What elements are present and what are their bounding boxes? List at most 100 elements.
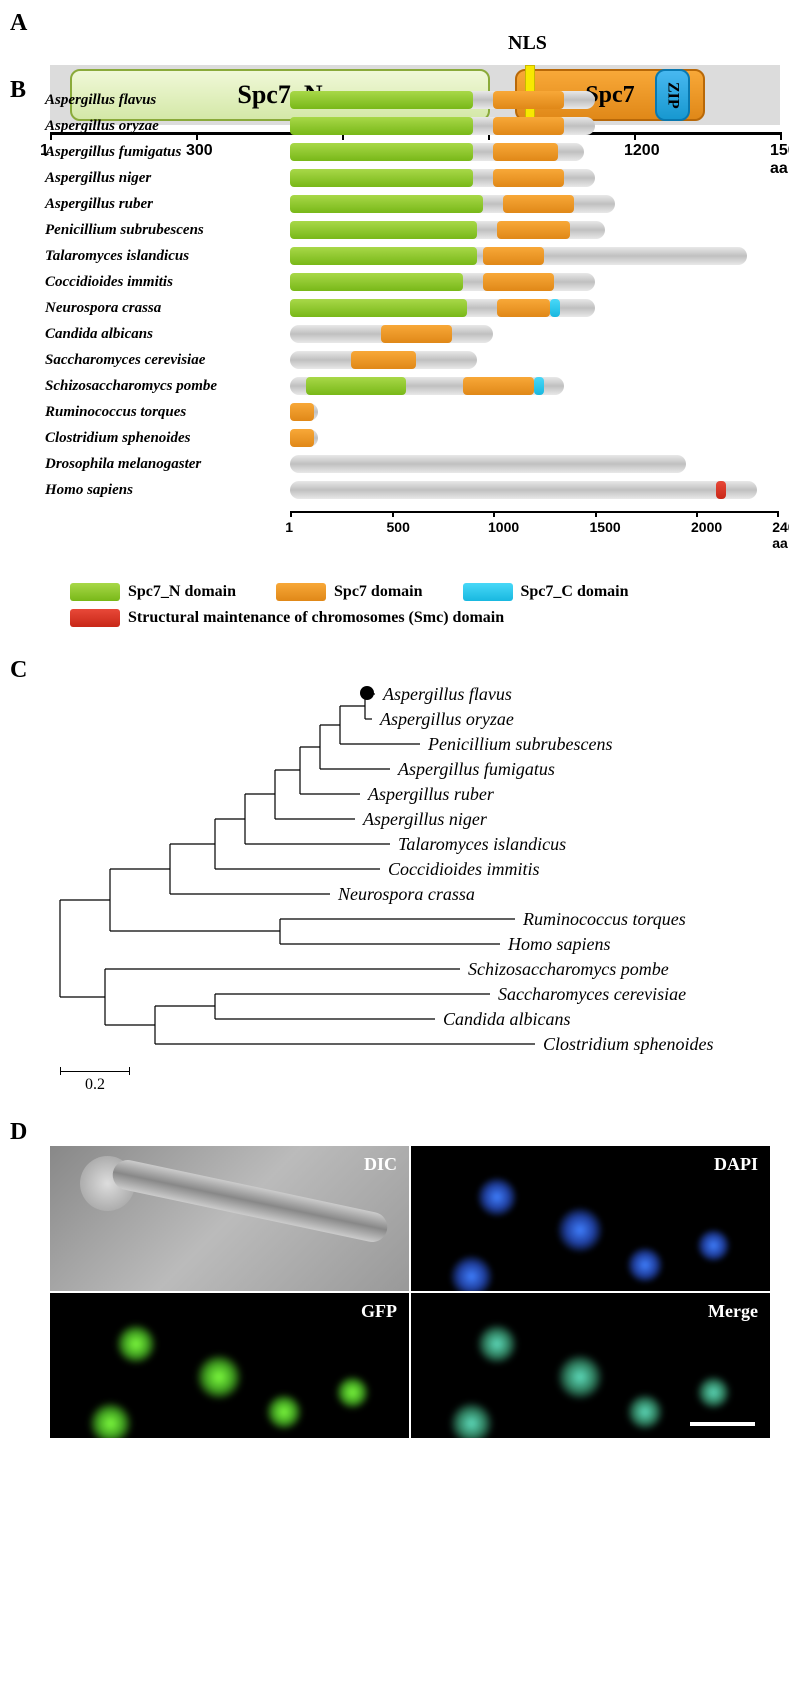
green-domain-bar bbox=[290, 273, 462, 291]
orange-domain-bar bbox=[497, 299, 550, 317]
green-domain-bar bbox=[290, 91, 472, 109]
green-domain-bar bbox=[306, 377, 405, 395]
panel-b-label: B bbox=[10, 77, 26, 104]
species-name: Clostridium sphenoides bbox=[45, 430, 190, 447]
cyan-domain-bar bbox=[534, 377, 544, 395]
orange-domain-bar bbox=[483, 247, 544, 265]
micrograph-label: DAPI bbox=[714, 1154, 758, 1175]
species-row: Neurospora crassa bbox=[50, 295, 779, 321]
species-row: Drosophila melanogaster bbox=[50, 451, 779, 477]
green-domain-bar bbox=[290, 221, 477, 239]
species-name: Ruminococcus torques bbox=[45, 404, 186, 421]
micrograph-grid: DIC DAPI GFP Merge bbox=[50, 1146, 770, 1438]
species-row: Talaromyces islandicus bbox=[50, 243, 779, 269]
panel-a: A NLS Spc7_N Spc7 ZIP 130060090012001500… bbox=[10, 10, 779, 37]
tree-leaf-label: Ruminococcus torques bbox=[523, 909, 686, 930]
micrograph-label: Merge bbox=[708, 1301, 758, 1322]
legend: Spc7_N domain Spc7 domain Spc7_C domain Str… bbox=[70, 583, 779, 627]
species-name: Talaromyces islandicus bbox=[45, 248, 189, 265]
species-name: Drosophila melanogaster bbox=[45, 456, 201, 473]
green-domain-bar bbox=[290, 299, 466, 317]
species-row: Aspergillus flavus bbox=[50, 87, 779, 113]
green-domain-bar bbox=[290, 195, 483, 213]
green-domain-bar bbox=[290, 247, 477, 265]
micrograph-gfp: GFP bbox=[50, 1293, 409, 1438]
species-name: Neurospora crassa bbox=[45, 300, 161, 317]
tree-leaf-label: Saccharomyces cerevisiae bbox=[498, 984, 686, 1005]
species-row: Penicillium subrubescens bbox=[50, 217, 779, 243]
legend-item: Structural maintenance of chromosomes (S… bbox=[70, 609, 504, 627]
micrograph-label: GFP bbox=[361, 1301, 397, 1322]
orange-domain-bar bbox=[493, 143, 558, 161]
species-name: Aspergillus fumigatus bbox=[45, 144, 181, 161]
tree-leaf-label: Aspergillus niger bbox=[363, 809, 487, 830]
orange-domain-bar bbox=[493, 169, 564, 187]
panel-a-label: A bbox=[10, 10, 27, 36]
red-domain-bar bbox=[716, 481, 726, 499]
tree-marker-icon bbox=[360, 686, 374, 700]
panel-d: D DIC DAPI GFP Merge bbox=[10, 1119, 779, 1438]
orange-domain-bar bbox=[493, 91, 564, 109]
species-row: Candida albicans bbox=[50, 321, 779, 347]
legend-item: Spc7_N domain bbox=[70, 583, 236, 601]
tree-leaf-label: Aspergillus oryzae bbox=[380, 709, 514, 730]
green-domain-bar bbox=[290, 117, 472, 135]
tree-leaf-label: Homo sapiens bbox=[508, 934, 611, 955]
species-name: Coccidioides immitis bbox=[45, 274, 173, 291]
cyan-domain-bar bbox=[550, 299, 560, 317]
orange-domain-bar bbox=[503, 195, 574, 213]
tree-leaf-label: Aspergillus fumigatus bbox=[398, 759, 555, 780]
tree-leaf-label: Neurospora crassa bbox=[338, 884, 475, 905]
tree-leaf-label: Aspergillus ruber bbox=[368, 784, 494, 805]
species-row: Schizosaccharomycs pombe bbox=[50, 373, 779, 399]
orange-domain-bar bbox=[463, 377, 534, 395]
tree-leaf-label: Aspergillus flavus bbox=[383, 684, 512, 705]
tree-leaf-label: Penicillium subrubescens bbox=[428, 734, 612, 755]
orange-domain-bar bbox=[493, 117, 564, 135]
panel-c: C Aspergillus flavusAspergillus oryzaePe… bbox=[10, 657, 779, 1094]
species-name: Aspergillus ruber bbox=[45, 196, 153, 213]
species-row: Aspergillus niger bbox=[50, 165, 779, 191]
orange-domain-bar bbox=[290, 403, 314, 421]
nls-label: NLS bbox=[508, 32, 547, 55]
tree-scale-bar: 0.2 bbox=[60, 1071, 130, 1094]
species-name: Homo sapiens bbox=[45, 482, 133, 499]
tree-leaf-label: Coccidioides immitis bbox=[388, 859, 540, 880]
orange-domain-bar bbox=[381, 325, 452, 343]
micrograph-scale-bar bbox=[690, 1422, 755, 1426]
species-row: Aspergillus fumigatus bbox=[50, 139, 779, 165]
scale-tick bbox=[780, 132, 782, 140]
protein-bar bbox=[290, 481, 757, 499]
legend-item: Spc7 domain bbox=[276, 583, 422, 601]
tree-leaf-label: Candida albicans bbox=[443, 1009, 571, 1030]
panel-b: B Aspergillus flavusAspergillus oryzaeAs… bbox=[10, 87, 779, 627]
micrograph-dic: DIC bbox=[50, 1146, 409, 1291]
species-row: Clostridium sphenoides bbox=[50, 425, 779, 451]
species-name: Aspergillus niger bbox=[45, 170, 151, 187]
species-row: Homo sapiens bbox=[50, 477, 779, 503]
green-domain-bar bbox=[290, 169, 472, 187]
species-name: Schizosaccharomycs pombe bbox=[45, 378, 217, 395]
species-row: Coccidioides immitis bbox=[50, 269, 779, 295]
orange-domain-bar bbox=[497, 221, 570, 239]
tree-leaf-label: Clostridium sphenoides bbox=[543, 1034, 714, 1055]
species-name: Penicillium subrubescens bbox=[45, 222, 204, 239]
species-name: Aspergillus oryzae bbox=[45, 118, 159, 135]
species-row: Ruminococcus torques bbox=[50, 399, 779, 425]
tree-leaf-label: Schizosaccharomycs pombe bbox=[468, 959, 669, 980]
phylo-tree: Aspergillus flavus Aspergillus oryzae Peni… bbox=[40, 684, 779, 1094]
panel-d-label: D bbox=[10, 1119, 27, 1145]
orange-domain-bar bbox=[290, 429, 314, 447]
legend-item: Spc7_C domain bbox=[463, 583, 629, 601]
species-name: Aspergillus flavus bbox=[45, 92, 156, 109]
micrograph-dapi: DAPI bbox=[411, 1146, 770, 1291]
orange-domain-bar bbox=[483, 273, 554, 291]
green-domain-bar bbox=[290, 143, 472, 161]
species-name: Saccharomyces cerevisiae bbox=[45, 352, 205, 369]
micrograph-merge: Merge bbox=[411, 1293, 770, 1438]
species-name: Candida albicans bbox=[45, 326, 153, 343]
orange-domain-bar bbox=[351, 351, 416, 369]
tree-leaf-label: Talaromyces islandicus bbox=[398, 834, 566, 855]
micrograph-label: DIC bbox=[364, 1154, 397, 1175]
species-row: Aspergillus oryzae bbox=[50, 113, 779, 139]
